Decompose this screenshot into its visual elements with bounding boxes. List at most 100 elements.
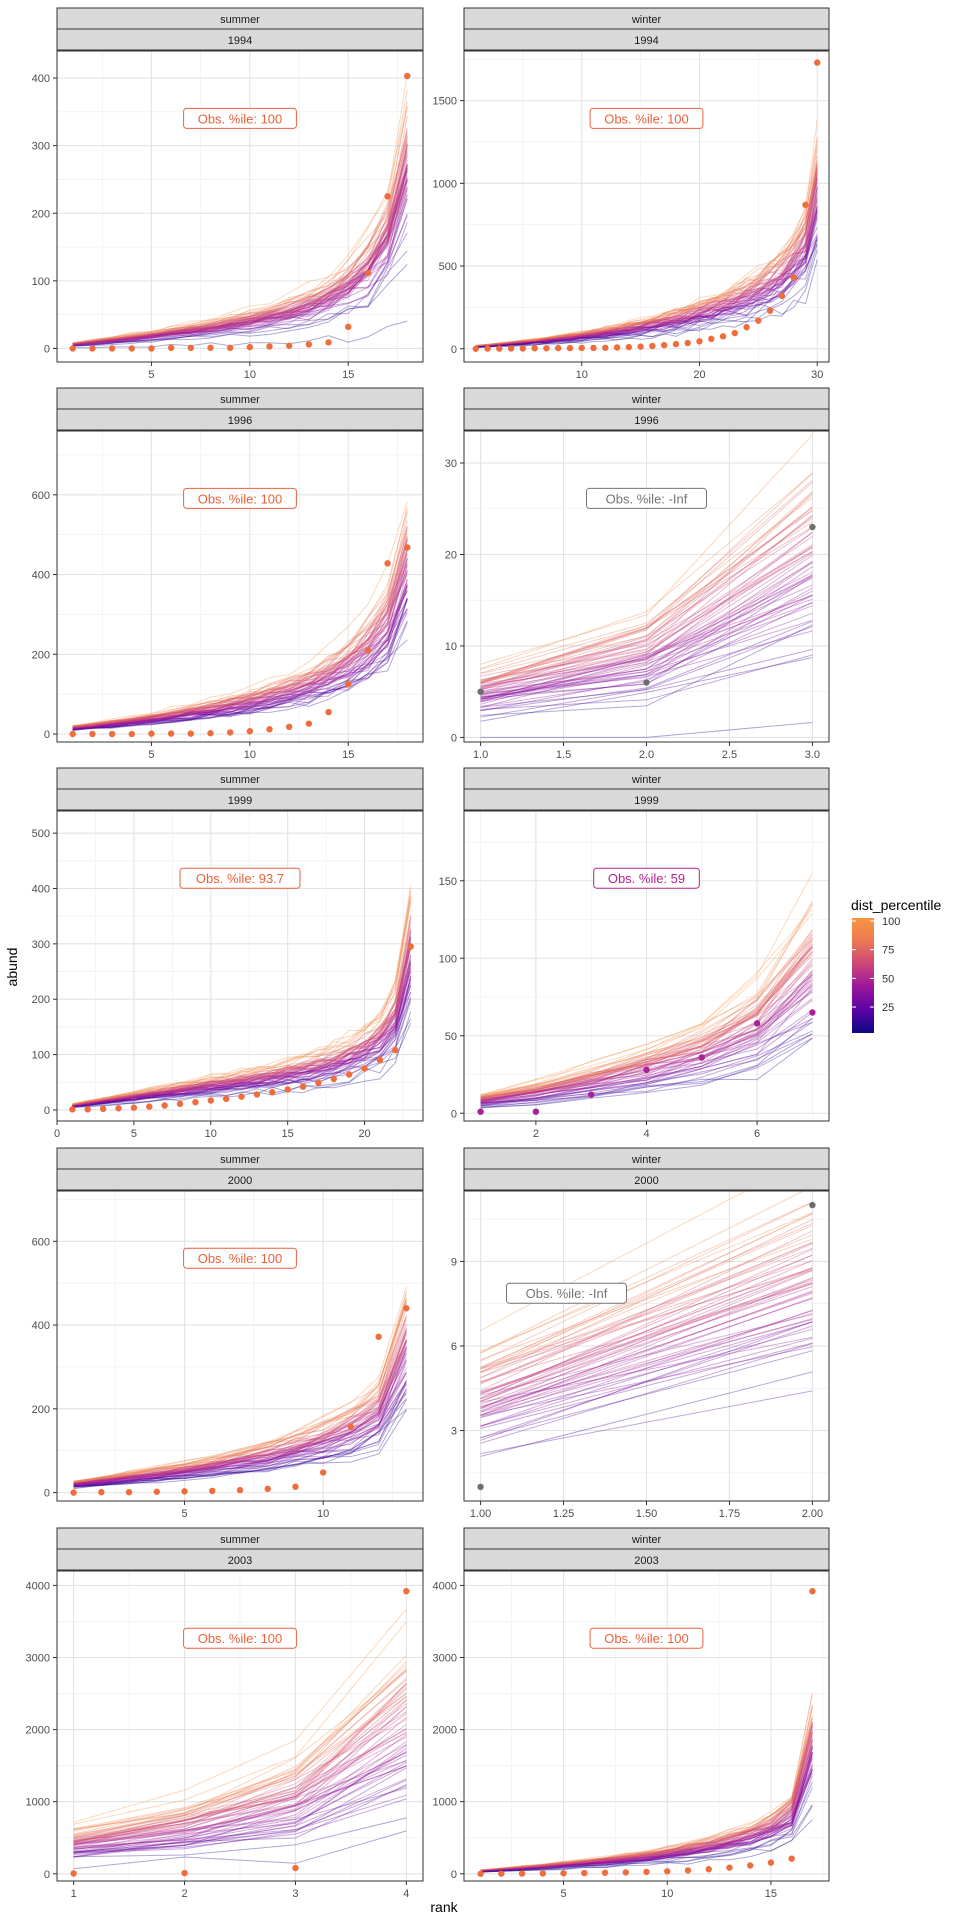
simulated-line — [480, 1781, 813, 1873]
obs-percentile-text: Obs. %ile: 100 — [198, 111, 283, 126]
season-strip-label: summer — [220, 14, 260, 26]
simulated-line — [480, 624, 813, 716]
simulated-line — [480, 938, 813, 1097]
simulated-line — [72, 931, 412, 1106]
simulated-line — [73, 1299, 407, 1482]
simulated-line — [72, 586, 408, 730]
simulated-line — [480, 1726, 813, 1872]
observed-points — [477, 523, 816, 695]
simulated-line — [480, 991, 813, 1102]
simulated-line — [73, 1744, 407, 1845]
simulated-line — [480, 1756, 813, 1872]
gridlines — [464, 51, 829, 362]
simulated-line — [72, 914, 412, 1105]
simulated-line — [480, 1222, 813, 1368]
simulated-line — [73, 1744, 407, 1856]
simulated-line — [480, 963, 813, 1100]
simulated-line — [475, 197, 818, 347]
observed-point — [325, 339, 332, 346]
simulated-line — [480, 479, 813, 683]
observed-point — [284, 1086, 291, 1093]
observed-point — [708, 335, 715, 343]
simulated-line — [480, 982, 813, 1103]
simulated-line — [480, 954, 813, 1099]
x-tick-label: 3.0 — [805, 749, 820, 761]
gridlines — [57, 1191, 423, 1501]
x-tick-label: 3 — [292, 1888, 298, 1900]
simulated-line — [72, 991, 412, 1107]
simulated-line — [73, 1347, 407, 1486]
simulated-line — [72, 198, 408, 346]
simulated-line — [72, 921, 412, 1106]
simulated-line — [480, 1325, 813, 1439]
simulated-line — [480, 976, 813, 1105]
simulated-line — [72, 562, 408, 728]
observed-point — [698, 1054, 706, 1061]
y-tick-label: 4000 — [433, 1580, 457, 1592]
simulated-line — [480, 1724, 813, 1871]
simulated-line — [480, 620, 813, 712]
simulated-line — [72, 563, 408, 728]
simulated-line — [73, 1338, 407, 1484]
simulated-line — [72, 544, 408, 728]
observed-point — [560, 1870, 567, 1877]
simulated-line — [72, 136, 408, 345]
simulated-line — [480, 531, 813, 690]
y-tick-label: 2000 — [26, 1725, 50, 1737]
simulated-line — [480, 1336, 813, 1403]
simulated-line — [480, 1739, 813, 1872]
simulated-line — [73, 1341, 407, 1485]
simulated-line — [72, 946, 412, 1106]
simulated-line — [480, 1752, 813, 1872]
simulated-line — [73, 1372, 407, 1486]
observed-point — [99, 1105, 107, 1113]
obs-percentile-label: Obs. %ile: 100 — [589, 107, 704, 129]
observed-point — [726, 1864, 733, 1871]
simulated-line — [480, 1230, 813, 1392]
simulated-line — [73, 1316, 407, 1483]
simulated-line — [480, 1769, 813, 1872]
y-tick-label: 30 — [445, 458, 457, 470]
x-tick-label: 1.75 — [719, 1508, 740, 1520]
observed-point — [403, 1587, 410, 1595]
y-tick-label: 3000 — [433, 1653, 457, 1665]
simulated-line — [480, 947, 813, 1101]
simulated-line — [72, 187, 408, 346]
simulated-line — [475, 205, 818, 347]
simulated-line — [475, 167, 818, 347]
legend-tick-label: 100 — [882, 916, 900, 928]
simulated-line — [480, 1753, 813, 1872]
simulated-line — [72, 180, 408, 346]
observed-point — [403, 1305, 410, 1312]
simulated-line — [480, 1745, 813, 1872]
simulated-line — [73, 1291, 407, 1482]
simulated-lines — [475, 120, 818, 349]
simulated-line — [480, 1741, 813, 1872]
simulated-line — [480, 1018, 813, 1104]
simulated-line — [475, 174, 818, 347]
simulated-line — [480, 1693, 813, 1871]
observed-point — [69, 1106, 76, 1113]
observed-point — [125, 1489, 133, 1496]
simulated-line — [480, 547, 813, 691]
simulated-line — [72, 198, 408, 346]
simulated-line — [480, 1720, 813, 1871]
simulated-lines — [73, 1286, 407, 1490]
simulated-line — [480, 1752, 813, 1872]
simulated-line — [72, 962, 412, 1107]
simulated-line — [72, 141, 408, 345]
observed-point — [384, 560, 391, 567]
simulated-line — [72, 608, 408, 730]
simulated-line — [73, 1353, 407, 1485]
simulated-line — [72, 144, 408, 345]
simulated-line — [72, 584, 408, 730]
simulated-line — [72, 168, 408, 345]
simulated-line — [480, 970, 813, 1100]
panel-border — [56, 1190, 424, 1502]
simulated-line — [72, 163, 408, 346]
simulated-line — [480, 929, 813, 1100]
observed-point — [766, 307, 774, 314]
y-tick-label: 2000 — [433, 1725, 457, 1737]
simulated-line — [72, 968, 412, 1107]
